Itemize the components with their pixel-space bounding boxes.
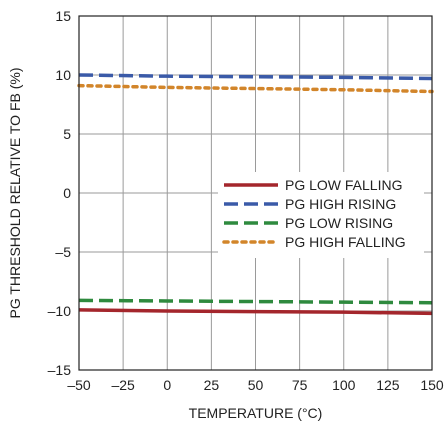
series-line — [78, 308, 433, 316]
legend-label: PG LOW RISING — [285, 215, 393, 231]
x-axis-title: TEMPERATURE (°C) — [189, 405, 323, 421]
y-tick-label: 5 — [63, 126, 71, 142]
x-tick-label: –50 — [67, 377, 91, 393]
y-tick-label: –15 — [48, 362, 72, 378]
plot-frame — [78, 15, 433, 371]
legend: PG LOW FALLING PG HIGH RISING PG LOW RISIN… — [218, 172, 424, 258]
legend-label: PG LOW FALLING — [285, 177, 402, 193]
x-tick-label: 75 — [292, 377, 308, 393]
x-tick-label: 150 — [420, 377, 444, 393]
x-tick-label: 100 — [332, 377, 356, 393]
y-tick-label: 15 — [55, 8, 71, 24]
y-tick-label: 0 — [63, 185, 71, 201]
y-tick-label: –10 — [48, 303, 72, 319]
series-line — [77, 83, 434, 94]
y-axis-title: PG THRESHOLD RELATIVE TO FB (%) — [7, 67, 23, 318]
x-tick-label: 0 — [163, 377, 171, 393]
x-tick-label: –25 — [111, 377, 135, 393]
legend-label: PG HIGH FALLING — [285, 234, 406, 250]
x-tick-label: 125 — [376, 377, 400, 393]
legend-label: PG HIGH RISING — [285, 196, 396, 212]
x-tick-label: 50 — [248, 377, 264, 393]
x-tick-label: 25 — [204, 377, 220, 393]
series-lines — [77, 73, 434, 316]
y-tick-label: –5 — [55, 244, 71, 260]
y-tick-label: 10 — [55, 67, 71, 83]
